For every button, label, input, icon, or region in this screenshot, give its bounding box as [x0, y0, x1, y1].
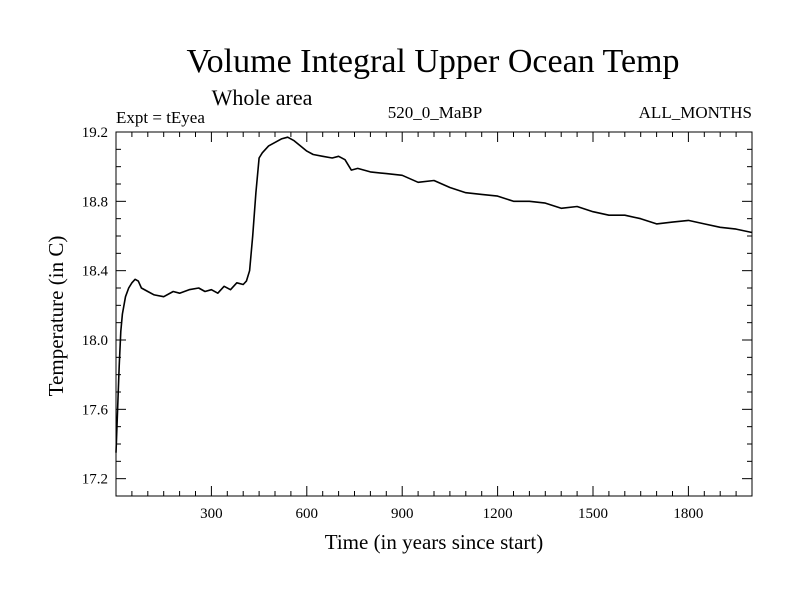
y-axis-label: Temperature (in C)	[44, 236, 68, 397]
x-tick-label: 1800	[673, 506, 703, 522]
x-tick-label: 600	[296, 506, 319, 522]
y-tick-label: 17.6	[82, 402, 109, 418]
series-layer	[115, 136, 753, 453]
y-tick-label: 19.2	[82, 125, 108, 141]
chart-subtitle: Whole area	[212, 85, 313, 110]
y-tick-label: 18.8	[82, 194, 108, 210]
experiment-label: Expt = tEyea	[116, 108, 205, 127]
series-line	[115, 136, 753, 453]
y-tick-label: 17.2	[82, 472, 108, 488]
y-tick-label: 18.0	[82, 333, 108, 349]
x-axis-label: Time (in years since start)	[325, 530, 544, 554]
y-tick-label: 18.4	[82, 264, 109, 280]
months-label: ALL_MONTHS	[639, 103, 752, 122]
axes: 300 600 900 1200 1500 1800 17.2 17.6 18.0 18.4 18.…	[82, 125, 753, 522]
chart-title: Volume Integral Upper Ocean Temp	[187, 43, 680, 80]
period-label: 520_0_MaBP	[388, 103, 482, 122]
x-tick-label: 1500	[578, 506, 608, 522]
plot-frame	[115, 131, 753, 497]
x-tick-label: 300	[200, 506, 223, 522]
x-tick-label: 1200	[483, 506, 513, 522]
x-tick-label: 900	[391, 506, 414, 522]
